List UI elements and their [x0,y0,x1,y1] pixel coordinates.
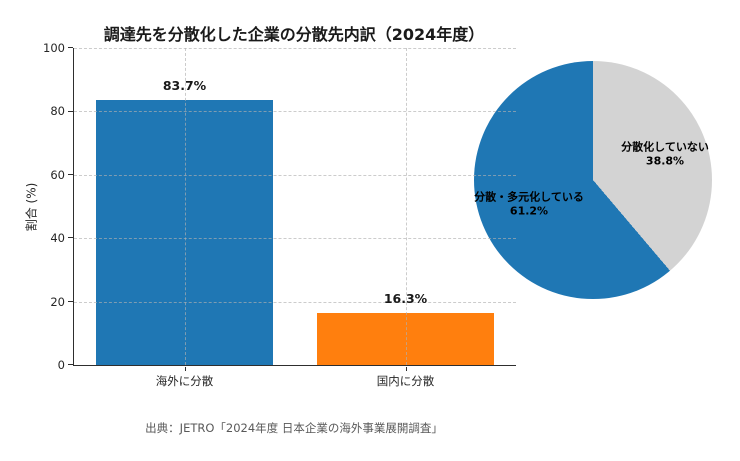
horizontal-gridline [74,174,516,176]
bar-plot-area: 83.7% 16.3% 海外に分散 国内に分散 0 20 40 60 80 100 [43,41,516,388]
vertical-gridline [184,48,186,365]
pie-label-diversified: 分散・多元化している 61.2% [474,191,584,218]
horizontal-gridline [74,48,516,49]
horizontal-gridline [74,301,516,303]
y-tick-label: 40 [50,231,65,246]
chart-title: 調達先を分散化した企業の分散先内訳（2024年度） [103,25,485,44]
y-tick-mark [67,300,73,302]
pie-label-not-diversified: 分散化していない 38.8% [621,141,709,168]
pie-label-not-diversified-text: 分散化していない [621,140,709,154]
pie-chart [474,61,712,299]
x-tick-mark [184,366,186,371]
y-tick-label: 60 [50,167,65,182]
y-tick-mark [67,174,73,176]
y-tick-mark [67,237,73,239]
y-axis-label: 割合 (%) [24,182,39,232]
horizontal-gridline [74,111,516,113]
y-tick-label: 0 [57,358,65,372]
source-note: 出典：JETRO「2024年度 日本企業の海外事業展開調査」 [145,421,443,435]
x-tick-label-overseas: 海外に分散 [155,374,214,388]
pie-label-diversified-pct: 61.2% [509,204,549,217]
pie-label-diversified-text: 分散・多元化している [474,190,584,204]
y-tick-mark [67,47,73,49]
x-tick-mark [405,366,407,371]
bar-value-overseas: 83.7% [162,77,207,93]
y-tick-label: 100 [43,41,65,55]
vertical-gridline [405,48,407,365]
horizontal-gridline [74,238,516,240]
y-tick-label: 80 [50,104,65,119]
bar-value-domestic: 16.3% [383,291,428,307]
y-tick-mark [67,110,73,112]
pie-label-not-diversified-pct: 38.8% [645,154,685,167]
y-tick-mark [67,364,73,366]
x-tick-label-domestic: 国内に分散 [376,374,435,388]
y-tick-label: 20 [50,294,65,309]
